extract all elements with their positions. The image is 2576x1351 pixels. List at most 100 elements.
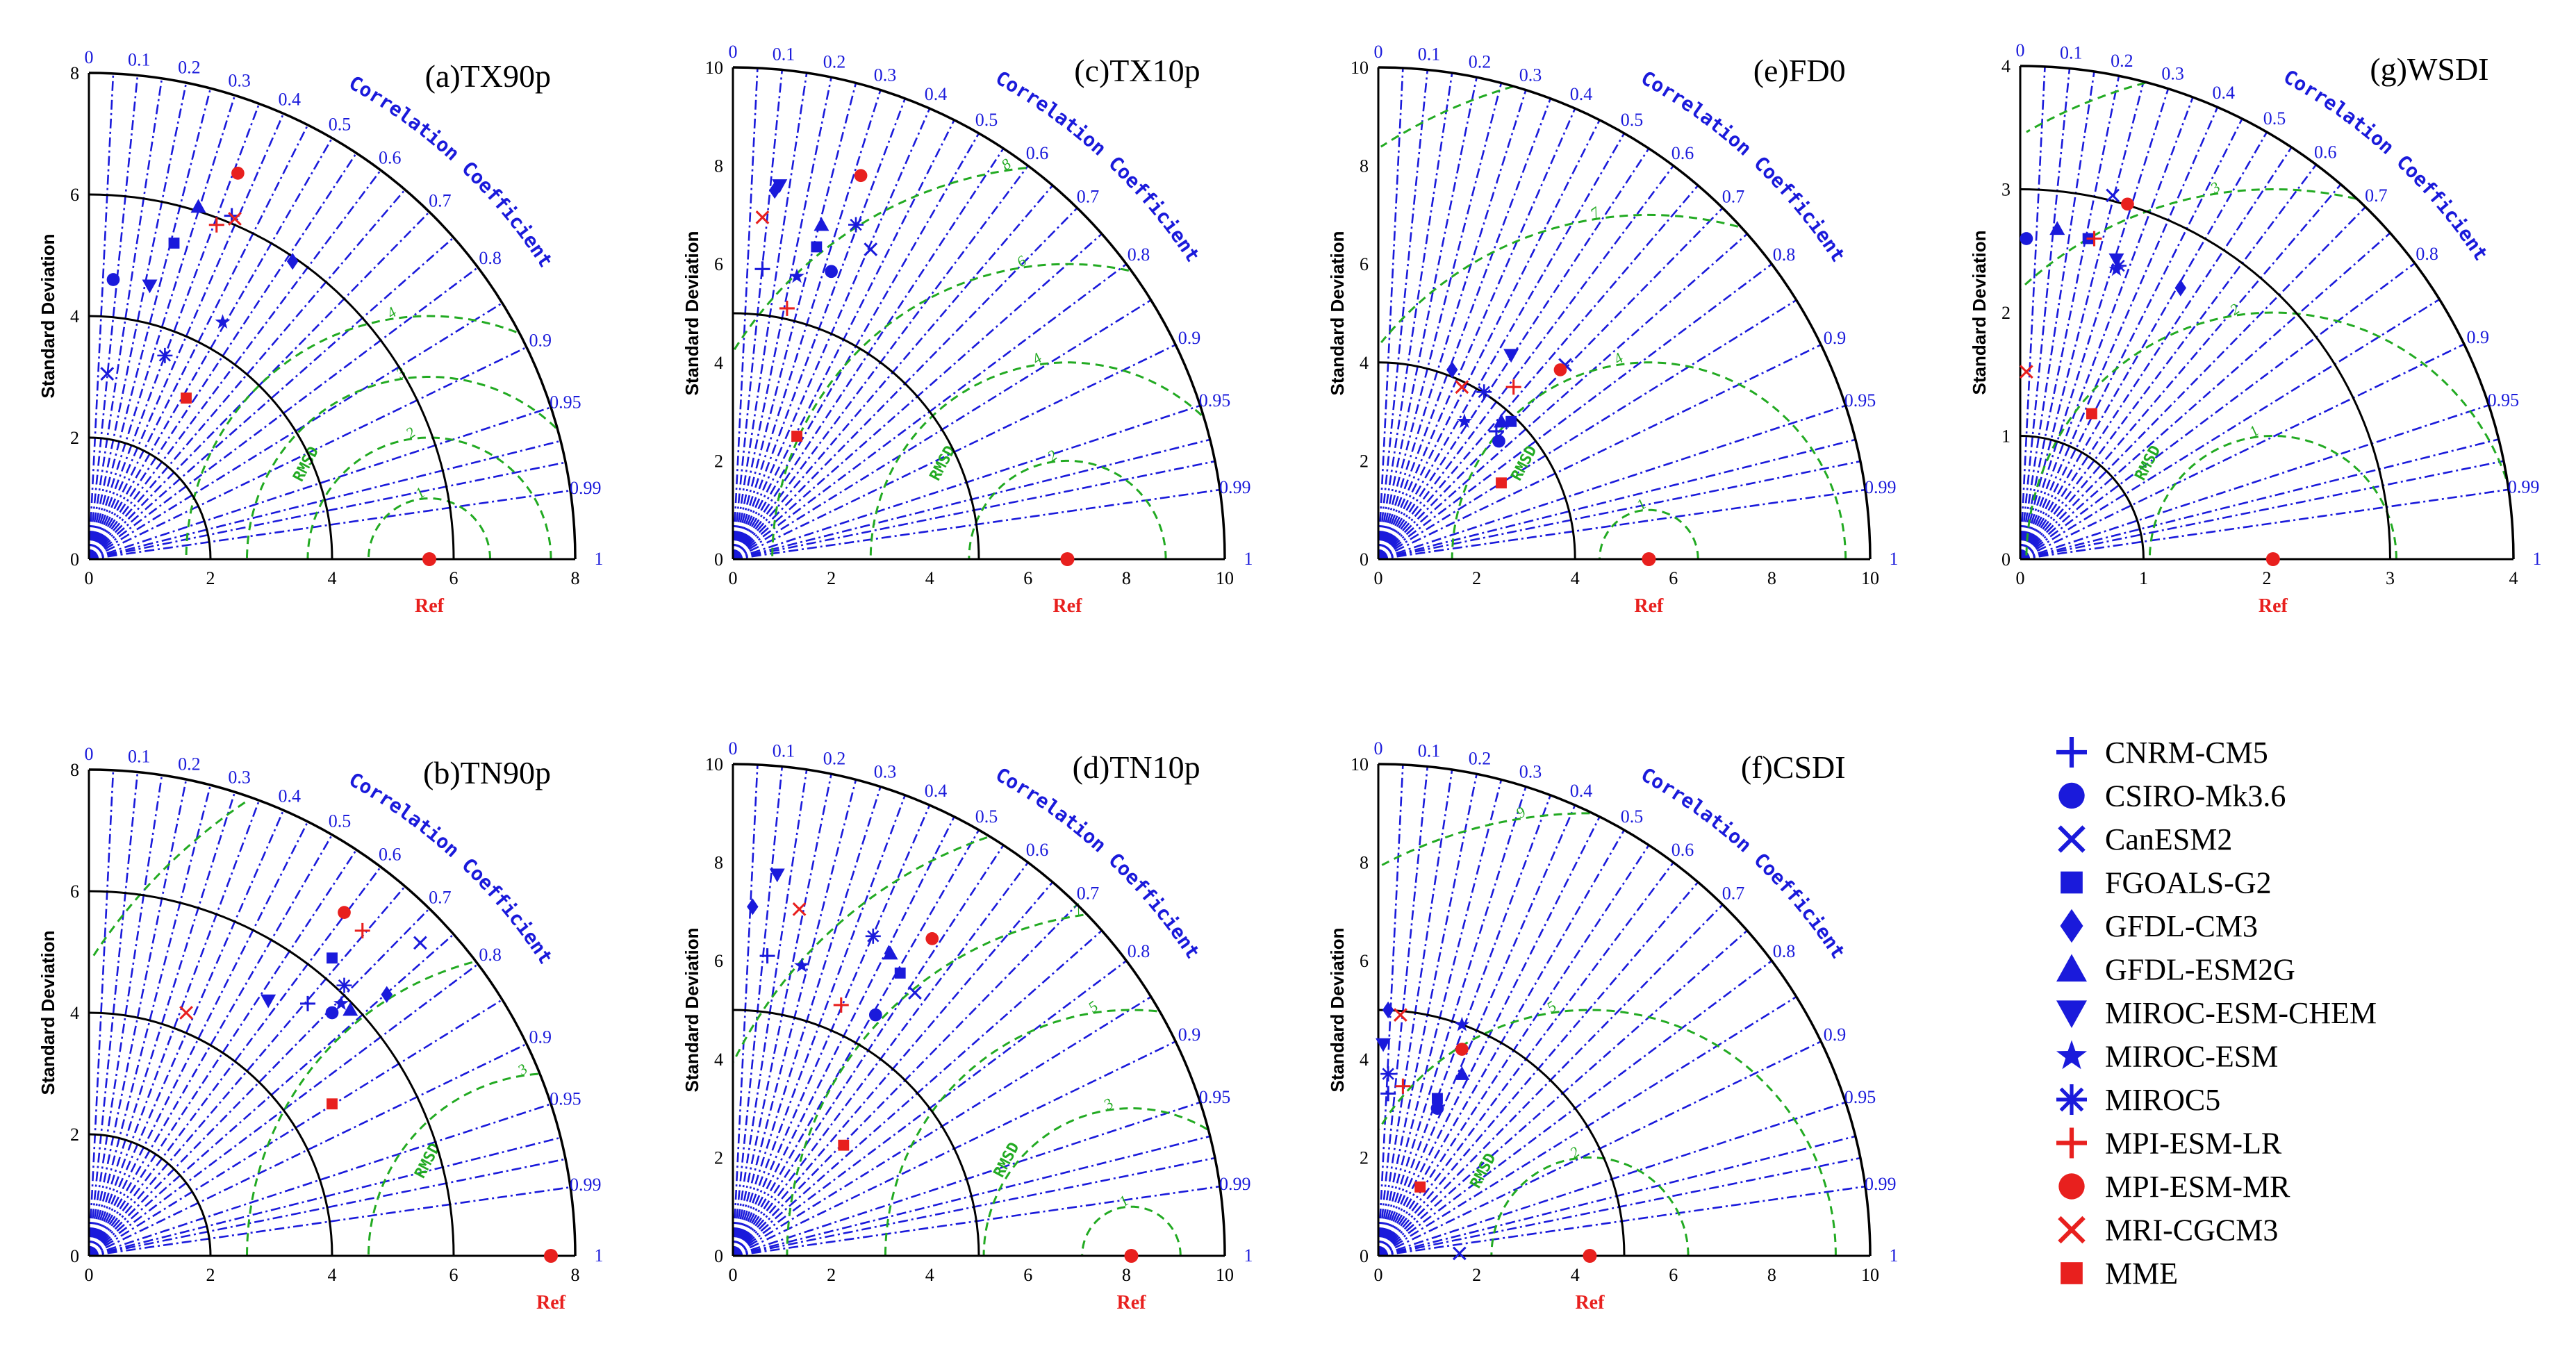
rmsd-arc bbox=[306, 436, 552, 559]
correlation-line bbox=[1377, 98, 1552, 560]
y-tick-label: 4 bbox=[1360, 1050, 1369, 1070]
correlation-line bbox=[1378, 438, 1856, 561]
x-tick-label: 2 bbox=[206, 568, 215, 588]
panel-title: (b)TN90p bbox=[423, 755, 551, 790]
correlation-line bbox=[88, 1186, 571, 1257]
rmsd-arc bbox=[246, 376, 557, 559]
correlation-line bbox=[1378, 460, 1861, 561]
std-arc bbox=[2020, 65, 2515, 560]
point-csiro-mk3-6 bbox=[325, 1006, 339, 1020]
correlation-tick-label: 0.4 bbox=[925, 84, 948, 104]
point-csiro-mk3-6 bbox=[2020, 232, 2033, 245]
reference-label: Ref bbox=[415, 595, 445, 617]
rmsd-arc bbox=[1378, 1009, 1837, 1256]
correlation-tick-label: 0.6 bbox=[2314, 142, 2337, 162]
correlation-tick-label: 0.95 bbox=[550, 392, 581, 413]
legend-marker-canesm2 bbox=[2058, 825, 2086, 853]
point-csiro-mk3-6 bbox=[106, 273, 120, 286]
y-tick-label: 2 bbox=[1360, 1147, 1369, 1168]
correlation-line bbox=[1377, 165, 1674, 560]
legend-item: MPI-ESM-MR bbox=[2058, 1170, 2290, 1204]
correlation-tick-label: 0.3 bbox=[1519, 762, 1542, 782]
correlation-line bbox=[88, 138, 333, 560]
legend-label: MIROC-ESM-CHEM bbox=[2105, 996, 2377, 1030]
point-fgoals-g2 bbox=[1505, 415, 1517, 427]
x-tick-label: 0 bbox=[85, 568, 94, 588]
x-tick-label: 0 bbox=[1374, 1265, 1383, 1285]
y-tick-label: 0 bbox=[714, 549, 723, 570]
point-mme bbox=[791, 431, 802, 442]
point-gfdl-esm2g bbox=[1494, 413, 1509, 428]
point-mpi-esm-mr bbox=[231, 167, 245, 180]
correlation-tick-label: 0.99 bbox=[1219, 477, 1251, 497]
x-tick-label: 4 bbox=[925, 1265, 934, 1285]
correlation-tick-label: 0.6 bbox=[1026, 840, 1049, 860]
legend-label: CNRM-CM5 bbox=[2105, 736, 2268, 770]
correlation-tick-label: 1 bbox=[1890, 549, 1899, 569]
legend-label: MIROC-ESM bbox=[2105, 1040, 2278, 1074]
rmsd-arc bbox=[2148, 435, 2397, 560]
correlation-tick-label: 0.1 bbox=[1418, 741, 1441, 761]
correlation-tick-label: 0.95 bbox=[1844, 390, 1876, 411]
y-tick-label: 8 bbox=[70, 63, 79, 83]
std-arc bbox=[88, 193, 455, 560]
correlation-title: Correlation Coefficient bbox=[345, 768, 558, 968]
correlation-tick-label: 0.7 bbox=[2365, 185, 2388, 206]
rmsd-arcs: 123 bbox=[2020, 81, 2507, 560]
x-tick-label: 0 bbox=[729, 568, 738, 588]
x-tick-label: 2 bbox=[2263, 568, 2272, 588]
point-csiro-mk3-6 bbox=[825, 265, 838, 279]
correlation-lines bbox=[1377, 67, 1866, 561]
correlation-tick-label: 0.99 bbox=[1865, 1174, 1897, 1194]
correlation-line bbox=[88, 963, 479, 1257]
y-tick-label: 4 bbox=[1360, 353, 1369, 373]
correlation-tick-label: 0.3 bbox=[228, 767, 251, 787]
model-points bbox=[1376, 1001, 1470, 1261]
point-mpi-esm-mr bbox=[2121, 197, 2134, 211]
correlation-tick-label: 0.9 bbox=[2467, 327, 2490, 347]
correlation-tick-label: 0.9 bbox=[1178, 1025, 1201, 1045]
rmsd-arc bbox=[1380, 85, 1514, 148]
point-miroc5 bbox=[157, 347, 173, 363]
point-mpi-esm-lr bbox=[1505, 379, 1521, 395]
correlation-tick-label: 1 bbox=[1244, 549, 1253, 569]
correlation-tick-label: 0.7 bbox=[1077, 187, 1100, 207]
point-miroc-esm bbox=[1454, 1016, 1470, 1031]
correlation-line bbox=[88, 88, 212, 560]
x-tick-label: 6 bbox=[1669, 568, 1678, 588]
correlation-line bbox=[88, 908, 430, 1257]
y-tick-label: 0 bbox=[70, 549, 79, 570]
rmsd-arc bbox=[732, 167, 1027, 351]
point-mme bbox=[838, 1139, 850, 1151]
correlation-line bbox=[88, 73, 115, 560]
y-axis-title: Standard Deviation bbox=[38, 234, 58, 399]
correlation-line bbox=[2020, 262, 2416, 561]
correlation-tick-label: 0 bbox=[85, 47, 94, 67]
correlation-tick-label: 0.1 bbox=[128, 747, 151, 767]
x-tick-label: 4 bbox=[2509, 568, 2518, 588]
x-tick-label: 2 bbox=[1472, 1265, 1481, 1285]
point-fgoals-g2 bbox=[811, 241, 823, 253]
reference-label: Ref bbox=[1052, 595, 1082, 617]
point-miroc5 bbox=[1380, 1066, 1396, 1082]
correlation-title-path bbox=[347, 784, 584, 1045]
rmsd-arc bbox=[1490, 1156, 1690, 1257]
std-arc bbox=[88, 768, 577, 1257]
correlation-tick-label: 0.95 bbox=[550, 1089, 581, 1109]
correlation-line bbox=[2020, 183, 2342, 560]
model-points bbox=[1446, 349, 1572, 489]
point-canesm2 bbox=[2106, 188, 2120, 203]
correlation-tick-label: 0.1 bbox=[128, 50, 151, 70]
point-miroc-esm-chem bbox=[2108, 253, 2124, 267]
rmsd-arc bbox=[786, 913, 1084, 1257]
x-tick-label: 8 bbox=[1767, 1265, 1776, 1285]
legend-label: GFDL-CM3 bbox=[2105, 909, 2258, 943]
correlation-tick-label: 0.4 bbox=[925, 781, 948, 801]
point-mri-cgcm3 bbox=[228, 212, 242, 226]
y-tick-label: 2 bbox=[2001, 303, 2011, 323]
correlation-tick-label: 0.5 bbox=[2263, 108, 2286, 129]
correlation-tick-label: 0.2 bbox=[178, 58, 201, 78]
correlation-tick-label: 0.8 bbox=[2416, 244, 2438, 264]
